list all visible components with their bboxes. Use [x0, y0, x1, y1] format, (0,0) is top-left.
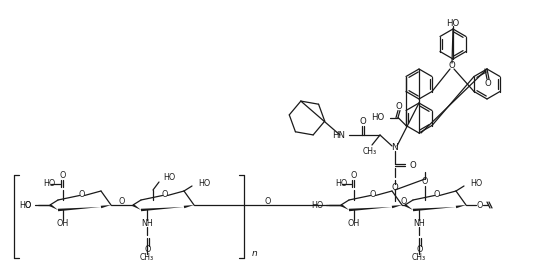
Polygon shape [141, 207, 184, 211]
Text: HO: HO [335, 180, 347, 188]
Text: O: O [161, 190, 168, 199]
Text: O: O [145, 245, 151, 254]
Text: O: O [264, 197, 271, 206]
Polygon shape [413, 207, 456, 211]
Polygon shape [349, 207, 392, 211]
Polygon shape [456, 205, 466, 208]
Text: O: O [400, 197, 407, 206]
Text: OH: OH [57, 219, 69, 229]
Text: CH₃: CH₃ [363, 147, 377, 156]
Text: HO: HO [44, 180, 56, 188]
Text: HO: HO [20, 200, 32, 209]
Polygon shape [184, 205, 194, 208]
Polygon shape [49, 204, 58, 210]
Text: O: O [79, 190, 84, 199]
Text: O: O [395, 102, 402, 111]
Text: O: O [485, 79, 491, 88]
Text: NH: NH [141, 219, 153, 229]
Polygon shape [392, 205, 402, 208]
Polygon shape [405, 204, 413, 210]
Text: O: O [119, 197, 125, 206]
Text: O: O [409, 161, 416, 170]
Text: O: O [351, 171, 357, 180]
Polygon shape [58, 207, 101, 211]
Polygon shape [341, 204, 349, 210]
Text: HN: HN [332, 130, 345, 140]
Text: O: O [392, 182, 398, 191]
Text: HO: HO [311, 200, 323, 209]
Text: O: O [422, 177, 428, 186]
Text: O: O [417, 245, 423, 254]
Text: O: O [369, 190, 376, 199]
Text: CH₃: CH₃ [412, 254, 426, 263]
Text: N: N [392, 144, 398, 153]
Text: O: O [60, 171, 66, 180]
Polygon shape [132, 204, 141, 210]
Text: HO: HO [163, 174, 175, 182]
Text: O: O [433, 190, 440, 199]
Text: n: n [252, 250, 258, 259]
Text: O: O [449, 61, 455, 70]
Text: CH₃: CH₃ [140, 254, 154, 263]
Polygon shape [101, 205, 111, 208]
Text: O: O [25, 201, 31, 210]
Text: HO: HO [371, 113, 384, 122]
Text: O: O [359, 117, 366, 126]
Text: OH: OH [348, 219, 360, 229]
Text: O: O [477, 200, 483, 209]
Text: HO: HO [470, 179, 482, 188]
Text: HO: HO [198, 179, 210, 188]
Text: NH: NH [413, 219, 425, 229]
Text: HO: HO [447, 19, 459, 28]
